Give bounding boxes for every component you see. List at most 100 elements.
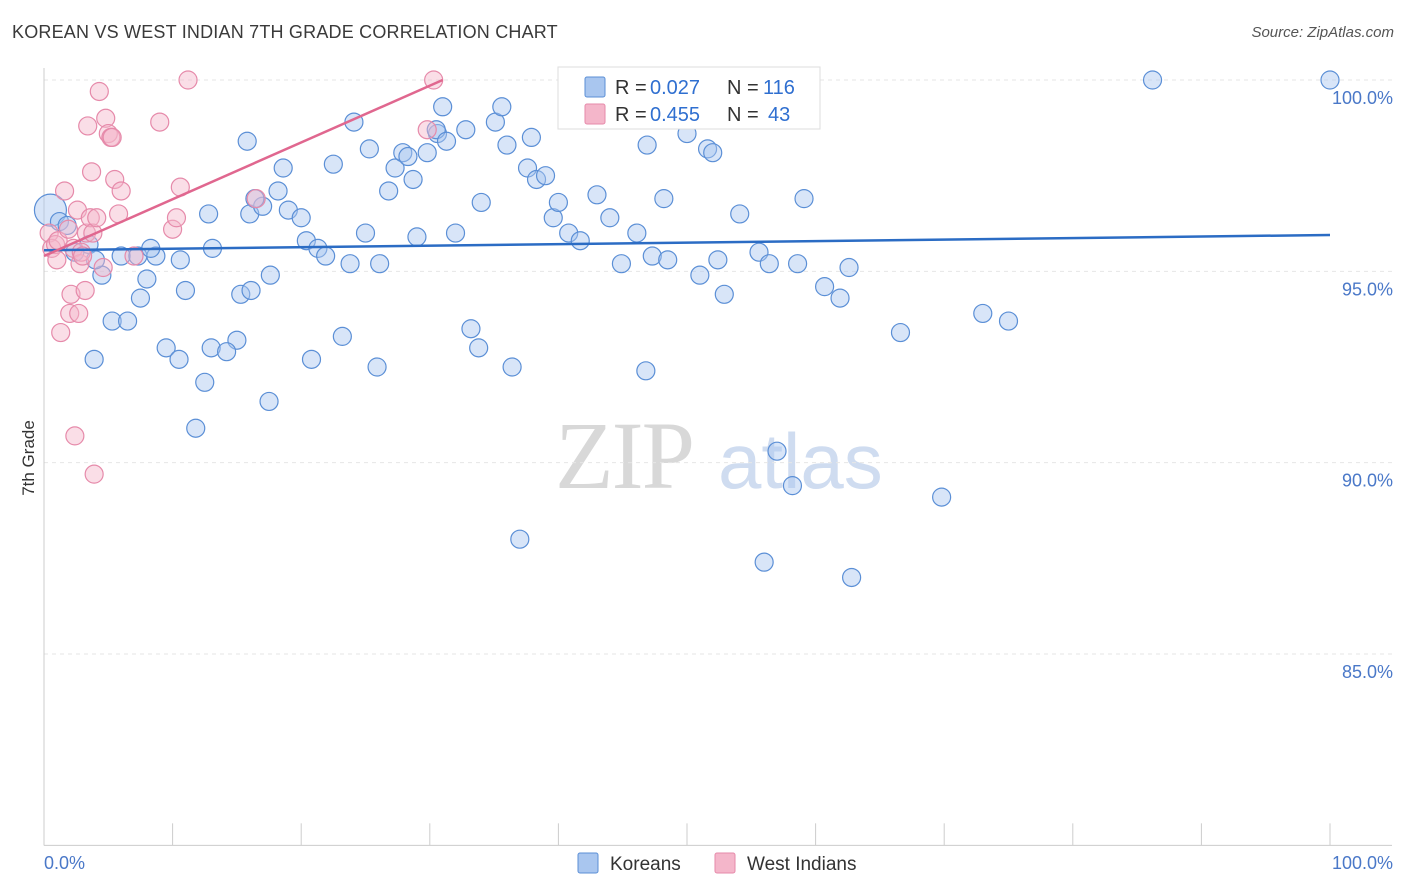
legend-west-indians-label: West Indians xyxy=(747,854,856,875)
korean-point xyxy=(359,139,379,159)
source-label: Source: ZipAtlas.com xyxy=(1251,24,1394,41)
west-indian-point xyxy=(81,162,102,182)
y-tick-labels: 100.0% 95.0% 90.0% 85.0% xyxy=(1332,88,1393,682)
axes xyxy=(43,68,1392,846)
y-tick-label: 85.0% xyxy=(1342,662,1393,682)
west-indian-point xyxy=(105,169,125,190)
korean-point xyxy=(169,349,189,369)
west-indian-point xyxy=(178,70,198,90)
korean-point xyxy=(260,265,280,285)
korean-point xyxy=(186,418,206,438)
korean-point xyxy=(830,288,850,308)
svg-text:atlas: atlas xyxy=(718,417,883,505)
korean-point xyxy=(767,441,787,461)
koreans-r-label: R = xyxy=(615,77,647,99)
korean-point xyxy=(759,254,779,274)
korean-point xyxy=(548,192,569,213)
west-indian-point xyxy=(65,426,85,446)
korean-point xyxy=(697,139,718,159)
west-indian-point xyxy=(96,108,116,128)
korean-point xyxy=(253,196,273,216)
korean-point xyxy=(195,372,215,392)
west-indian-point xyxy=(78,116,98,136)
korean-point xyxy=(600,208,620,228)
korean-point xyxy=(815,277,835,297)
korean-point xyxy=(407,227,427,247)
west-indian-point xyxy=(102,127,122,147)
korean-point xyxy=(201,338,221,358)
korean-point xyxy=(259,391,279,412)
legend-koreans-swatch xyxy=(577,852,599,874)
y-axis-label: 7th Grade xyxy=(19,420,38,496)
korean-point xyxy=(932,487,952,507)
korean-point xyxy=(839,257,859,278)
korean-point xyxy=(559,223,579,243)
korean-point xyxy=(237,131,257,151)
korean-point xyxy=(137,269,157,289)
korean-point xyxy=(33,193,68,227)
korean-point xyxy=(502,357,522,377)
korean-point xyxy=(379,181,399,201)
korean-point xyxy=(1320,70,1340,90)
west-indian-point xyxy=(163,219,183,239)
legend-koreans-label: Koreans xyxy=(610,854,681,875)
korean-point xyxy=(403,169,423,190)
korean-point xyxy=(637,135,657,155)
korean-point xyxy=(690,265,710,285)
korean-point xyxy=(471,192,491,213)
west-indian-point xyxy=(51,322,71,343)
korean-point xyxy=(787,254,808,274)
korean-point xyxy=(156,338,176,358)
korean-point xyxy=(296,231,316,251)
korean-point xyxy=(782,476,803,496)
west-indian-point xyxy=(69,303,89,324)
korean-point xyxy=(175,280,196,301)
korean-point xyxy=(461,319,481,339)
koreans-n-label: N = xyxy=(727,77,759,99)
west-indian-point xyxy=(111,181,131,201)
west-indian-point xyxy=(58,219,79,239)
west-indian-point xyxy=(87,208,107,228)
korean-point xyxy=(998,311,1019,331)
korean-point xyxy=(301,349,322,369)
korean-point xyxy=(370,254,390,274)
korean-point xyxy=(587,185,607,205)
korean-point xyxy=(1142,70,1163,90)
west-indians-points xyxy=(39,70,444,484)
korean-point xyxy=(730,204,750,224)
korean-point xyxy=(611,254,632,274)
korean-point xyxy=(658,250,678,270)
korean-point xyxy=(170,250,190,270)
korean-point xyxy=(117,311,138,331)
korean-point xyxy=(794,189,814,209)
trend-lines xyxy=(43,78,1331,258)
korean-point xyxy=(393,143,413,163)
korean-point xyxy=(492,97,512,117)
west-indian-point xyxy=(84,464,104,484)
x-tick-label-start: 0.0% xyxy=(44,853,85,873)
korean-point xyxy=(627,223,647,243)
koreans-points xyxy=(33,70,1340,588)
korean-point xyxy=(469,338,489,358)
west-indians-r-value: 0.455 xyxy=(650,104,700,126)
korean-point xyxy=(355,223,376,243)
korean-point xyxy=(385,158,405,178)
west-indian-point xyxy=(124,246,144,266)
korean-point xyxy=(316,246,336,266)
korean-point xyxy=(433,97,453,117)
korean-point xyxy=(231,284,251,304)
series-legend: Koreans West Indians xyxy=(577,852,856,875)
korean-point xyxy=(570,231,590,251)
korean-point xyxy=(973,303,993,324)
west-indians-n-label: N = xyxy=(727,104,759,126)
korean-point xyxy=(217,342,237,362)
korean-point xyxy=(754,552,774,572)
korean-point xyxy=(199,204,219,224)
west-indian-point xyxy=(246,189,266,209)
west-indian-point xyxy=(54,181,75,201)
korean-point xyxy=(445,223,466,243)
y-tick-label: 90.0% xyxy=(1342,471,1393,491)
west-indian-point xyxy=(75,280,95,301)
west-indians-r-label: R = xyxy=(615,104,647,126)
